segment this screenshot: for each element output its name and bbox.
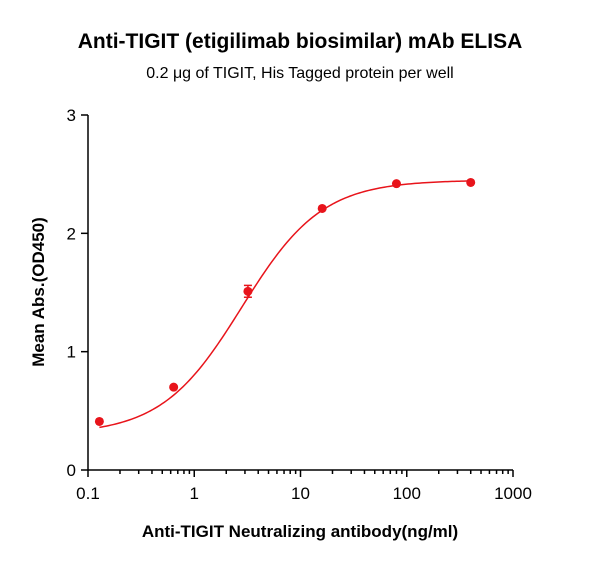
y-ticks: 0 1 2 3: [67, 106, 88, 480]
x-tick-label: 1: [190, 484, 199, 503]
x-tick-label: 1000: [494, 484, 532, 503]
y-axis-label: Mean Abs.(OD450): [29, 217, 48, 367]
x-axis-label: Anti-TIGIT Neutralizing antibody(ng/ml): [142, 522, 458, 541]
chart-title: Anti-TIGIT (etigilimab biosimilar) mAb E…: [78, 30, 523, 53]
x-ticks: 0.1 1 10 100 1000: [76, 470, 532, 503]
y-tick-label: 2: [67, 224, 76, 243]
fit-curve: [99, 180, 471, 429]
data-points: [94, 177, 476, 426]
data-point: [466, 177, 476, 187]
x-tick-label: 0.1: [76, 484, 100, 503]
data-point: [317, 203, 327, 213]
data-point: [391, 179, 401, 189]
chart-subtitle: 0.2 μg of TIGIT, His Tagged protein per …: [146, 65, 453, 82]
x-tick-label: 100: [393, 484, 421, 503]
data-point: [169, 382, 179, 392]
axes: [87, 115, 513, 471]
y-tick-label: 3: [67, 106, 76, 125]
fit-curves: [99, 180, 471, 429]
data-point: [243, 286, 253, 296]
y-tick-label: 1: [67, 343, 76, 362]
x-tick-label: 10: [291, 484, 310, 503]
data-point: [94, 416, 104, 426]
y-tick-label: 0: [67, 461, 76, 480]
